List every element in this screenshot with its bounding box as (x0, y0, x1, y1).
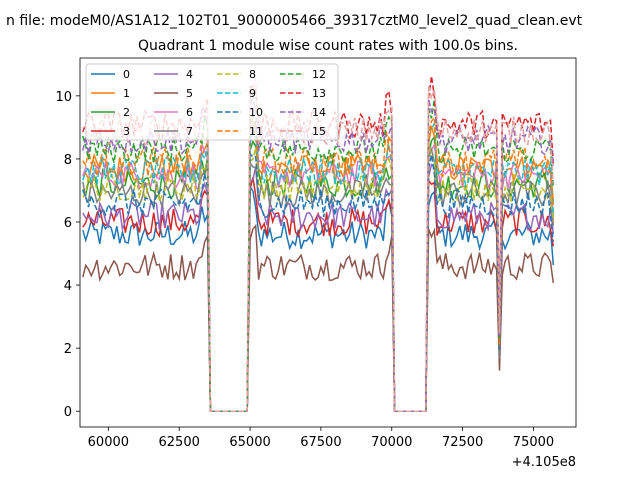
series-line-7 (82, 146, 555, 412)
y-tick-label: 6 (64, 216, 72, 231)
series-line-3 (82, 177, 555, 412)
legend-label-14: 14 (312, 106, 326, 119)
legend-label-7: 7 (186, 125, 193, 138)
series-line-12 (82, 99, 555, 412)
legend-label-13: 13 (312, 87, 326, 100)
series-line-9 (82, 120, 555, 412)
x-tick-label: 67500 (300, 435, 341, 450)
legend-label-15: 15 (312, 125, 326, 138)
series-line-4 (82, 163, 555, 412)
series-line-8 (82, 141, 555, 412)
legend-label-0: 0 (123, 68, 130, 81)
y-tick-label: 10 (55, 90, 72, 105)
legend-box (85, 63, 339, 141)
y-axis: 0 2 4 6 8 10 (55, 90, 80, 420)
series-line-11 (82, 115, 555, 412)
legend-label-12: 12 (312, 68, 326, 81)
figure-suptitle: n file: modeM0/AS1A12_102T01_9000005466_… (6, 13, 583, 29)
legend-label-8: 8 (249, 68, 256, 81)
legend-label-5: 5 (186, 87, 193, 100)
y-tick-label: 8 (64, 153, 72, 168)
legend-label-10: 10 (249, 106, 263, 119)
plot-frame (79, 57, 577, 428)
y-tick-label: 2 (64, 342, 72, 357)
series-line-2 (82, 135, 555, 412)
series-line-5 (82, 223, 555, 412)
series-line-0 (82, 184, 555, 412)
x-tick-label: 75000 (513, 435, 554, 450)
x-tick-label: 62500 (159, 435, 200, 450)
x-tick-label: 65000 (229, 435, 270, 450)
legend-label-11: 11 (249, 125, 263, 138)
x-tick-label: 72500 (442, 435, 483, 450)
x-axis: 60000 62500 65000 67500 70000 72500 75000 (88, 427, 554, 450)
x-tick-label: 60000 (88, 435, 129, 450)
series-line-6 (82, 120, 555, 412)
legend-label-1: 1 (123, 87, 130, 100)
legend-label-2: 2 (123, 106, 130, 119)
legend-label-4: 4 (186, 68, 193, 81)
y-tick-label: 4 (64, 279, 72, 294)
legend-label-9: 9 (249, 87, 256, 100)
legend-label-6: 6 (186, 106, 193, 119)
chart-title: Quadrant 1 module wise count rates with … (138, 38, 518, 54)
series-line-10 (82, 152, 555, 412)
y-tick-label: 0 (64, 405, 72, 420)
x-tick-label: 70000 (371, 435, 412, 450)
x-offset-label: +4.105e8 (512, 455, 576, 470)
legend-label-3: 3 (123, 125, 130, 138)
